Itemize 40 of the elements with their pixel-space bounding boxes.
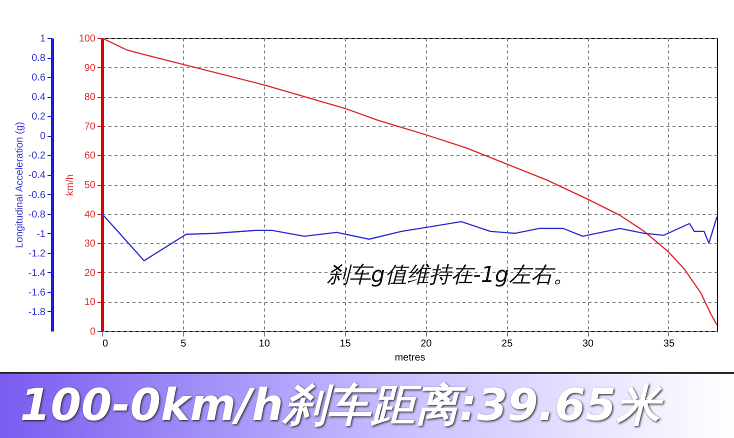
- x-tick-label: 10: [258, 338, 270, 350]
- text: 100-0km/h刹车距离:39.65米: [0, 372, 734, 438]
- x-tick-label: 30: [582, 338, 594, 350]
- y-tick-label: 80: [84, 92, 96, 104]
- y-tick-label: 90: [84, 62, 96, 74]
- y2-tick-label: -0.6: [28, 190, 46, 201]
- line-series: [102, 213, 717, 262]
- y2-tick-label: -1.2: [28, 248, 46, 260]
- x-tick-label: 35: [663, 338, 675, 350]
- y-tick-label: 30: [84, 238, 96, 250]
- y-tick-label: 10: [84, 297, 96, 308]
- y-tick-label: 50: [84, 180, 96, 191]
- y-tick-label: 0: [90, 326, 96, 338]
- y2-tick-label: 0.4: [32, 92, 46, 104]
- y2-tick-label: 0.6: [32, 72, 46, 84]
- x-tick-label: 5: [180, 338, 187, 350]
- x-tick-label: 25: [502, 338, 514, 350]
- y2-tick-label: 1: [40, 34, 46, 44]
- y2-tick-label: -1.4: [28, 268, 46, 279]
- y-axis-title: km/h: [64, 174, 76, 196]
- y2-tick-label: 0: [40, 131, 46, 142]
- y-tick-label: 20: [84, 268, 96, 279]
- y2-tick-label: -1.8: [28, 306, 46, 318]
- y2-tick-label: 0.8: [32, 53, 46, 64]
- x-tick-label: 20: [420, 338, 432, 350]
- annotation: 刹车g值维持在-1g左右。: [326, 263, 575, 288]
- x-axis-title: metres: [394, 352, 426, 364]
- y2-tick-label: 0.2: [32, 112, 46, 123]
- y2-tick-label: -1.6: [28, 287, 46, 298]
- y2-tick-label: -0.8: [28, 209, 46, 220]
- x-tick-label: 0: [102, 338, 108, 350]
- y-tick-label: 60: [84, 150, 96, 162]
- y-tick-label: 100: [78, 34, 96, 44]
- y-tick-label: 40: [84, 209, 96, 220]
- y2-axis-title: Longitudinal Acceleration (g): [14, 122, 26, 248]
- y2-tick-label: -0.2: [28, 150, 46, 162]
- y2-tick-label: -1: [36, 228, 46, 240]
- y-tick-label: 70: [84, 121, 96, 132]
- y2-tick-label: -0.4: [28, 170, 46, 182]
- x-tick-label: 15: [340, 338, 352, 350]
